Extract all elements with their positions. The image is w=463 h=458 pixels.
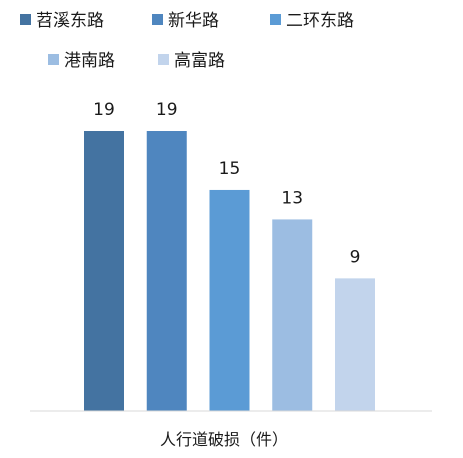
- bar-value-label-4: 13: [281, 188, 303, 208]
- bar-value-label-3: 15: [219, 159, 241, 179]
- legend-swatch-4: [48, 54, 59, 65]
- x-axis-label: 人行道破损（件）: [160, 430, 288, 449]
- legend-label-4: 港南路: [64, 51, 115, 71]
- legend-swatch-1: [20, 14, 31, 25]
- legend-swatch-2: [152, 14, 163, 25]
- bar-5: [335, 278, 375, 411]
- chart-bars: [84, 131, 375, 411]
- bar-value-label-5: 9: [350, 247, 361, 267]
- bar-1: [84, 131, 124, 411]
- bar-4: [272, 219, 313, 411]
- bar-value-label-1: 19: [93, 100, 115, 120]
- bar-value-label-2: 19: [156, 100, 178, 120]
- legend-label-2: 新华路: [168, 11, 219, 31]
- legend-label-5: 高富路: [174, 51, 225, 71]
- bar-3: [209, 189, 250, 411]
- chart-value-labels: 19 19 15 13 9: [93, 100, 360, 267]
- bar-2: [146, 131, 187, 411]
- legend-swatch-5: [158, 54, 169, 65]
- legend-label-1: 苕溪东路: [36, 11, 104, 31]
- legend-label-3: 二环东路: [286, 11, 354, 31]
- legend-swatch-3: [270, 14, 281, 25]
